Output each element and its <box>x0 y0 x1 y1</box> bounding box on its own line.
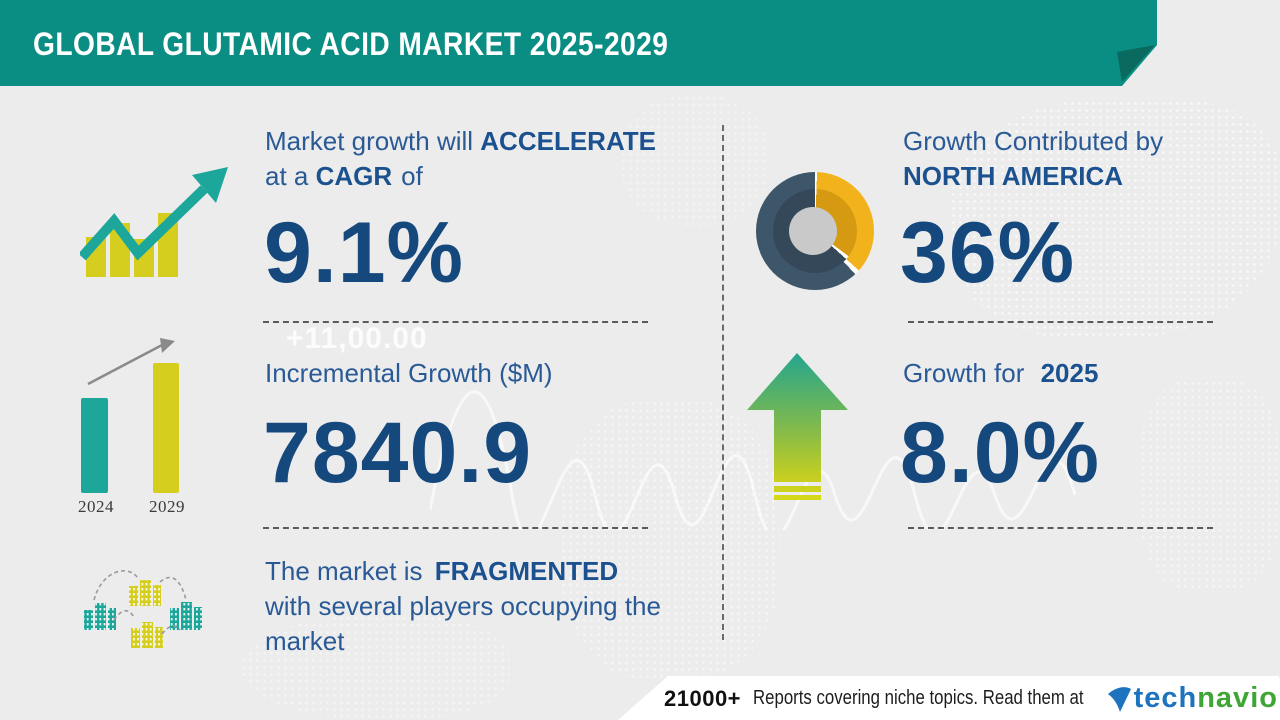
fragmented-caption: The market is FRAGMENTED with several pl… <box>265 554 661 659</box>
page-title: GLOBAL GLUTAMIC ACID MARKET 2025-2029 <box>33 26 669 62</box>
right-separator-1 <box>908 321 1213 323</box>
technavio-wordmark: technavio™ <box>1133 676 1280 714</box>
fragmented-line1-bold: FRAGMENTED <box>434 556 619 586</box>
bar-year-end-label: 2029 <box>149 497 185 516</box>
fragmented-line1: The market is FRAGMENTED <box>265 554 661 589</box>
fragmented-line1-text: The market is <box>265 556 430 586</box>
region-line2: NORTH AMERICA <box>903 159 1163 194</box>
cagr-caption: Market growth will ACCELERATE at a CAGR o… <box>265 124 656 194</box>
left-separator-2 <box>263 527 648 529</box>
background-watermark-text: +11,00.00 <box>286 322 428 355</box>
footer-message: Reports covering niche topics. Read them… <box>753 687 1084 709</box>
footer-report-count: 21000+ <box>664 685 742 711</box>
cagr-line2-text: at a <box>265 161 316 191</box>
vertical-dashed-divider <box>722 125 724 640</box>
fragmented-line3: market <box>265 626 345 656</box>
region-value: 36% <box>900 205 1076 301</box>
header-banner <box>0 0 1157 86</box>
connection-arcs <box>93 570 187 635</box>
right-separator-2 <box>908 527 1213 529</box>
cagr-line2: at a CAGR of <box>265 159 656 194</box>
cagr-line1: Market growth will ACCELERATE <box>265 124 656 159</box>
brand-trademark: ™ <box>1279 675 1280 685</box>
buildings-cluster-icon <box>84 570 202 648</box>
cagr-line2-suffix: of <box>401 161 423 191</box>
region-name: NORTH AMERICA <box>903 161 1124 191</box>
growth-year: 2025 <box>1040 358 1099 388</box>
region-line1: Growth Contributed by <box>903 126 1164 156</box>
donut-chart <box>756 172 874 290</box>
up-arrow-icon <box>747 353 848 500</box>
cagr-line1-text: Market growth will <box>265 126 481 156</box>
cagr-value: 9.1% <box>264 205 465 301</box>
yellow-cluster-top <box>129 580 161 606</box>
growth-label-text: Growth for <box>903 358 1032 388</box>
region-caption: Growth Contributed by NORTH AMERICA <box>903 124 1163 194</box>
cagr-line2-bold: CAGR <box>315 161 393 191</box>
technavio-arrow-icon <box>1107 686 1131 712</box>
footer-bar <box>618 676 1280 720</box>
growth-caption: Growth for 2025 <box>903 356 1098 391</box>
cagr-line1-bold: ACCELERATE <box>480 126 657 156</box>
incremental-label: Incremental Growth ($M) <box>265 358 553 388</box>
teal-cluster-right <box>170 602 202 630</box>
growth-value: 8.0% <box>900 405 1101 501</box>
bar-growth-icon <box>81 338 179 493</box>
brand-tech-text: tech <box>1133 682 1198 714</box>
line-chart-arrow-icon <box>80 167 228 277</box>
yellow-cluster-bottom <box>131 622 163 648</box>
technavio-logo[interactable]: technavio™ <box>1107 676 1280 714</box>
background-dots <box>1140 380 1280 590</box>
teal-cluster-left <box>84 603 116 630</box>
fragmented-line2: with several players occupying the <box>265 591 661 621</box>
bar-year-start-label: 2024 <box>78 497 114 516</box>
brand-navio-text: navio <box>1197 682 1278 714</box>
left-separator-1 <box>263 321 648 323</box>
footer-content: 21000+ Reports covering niche topics. Re… <box>664 676 1280 714</box>
incremental-value: 7840.9 <box>263 405 533 501</box>
